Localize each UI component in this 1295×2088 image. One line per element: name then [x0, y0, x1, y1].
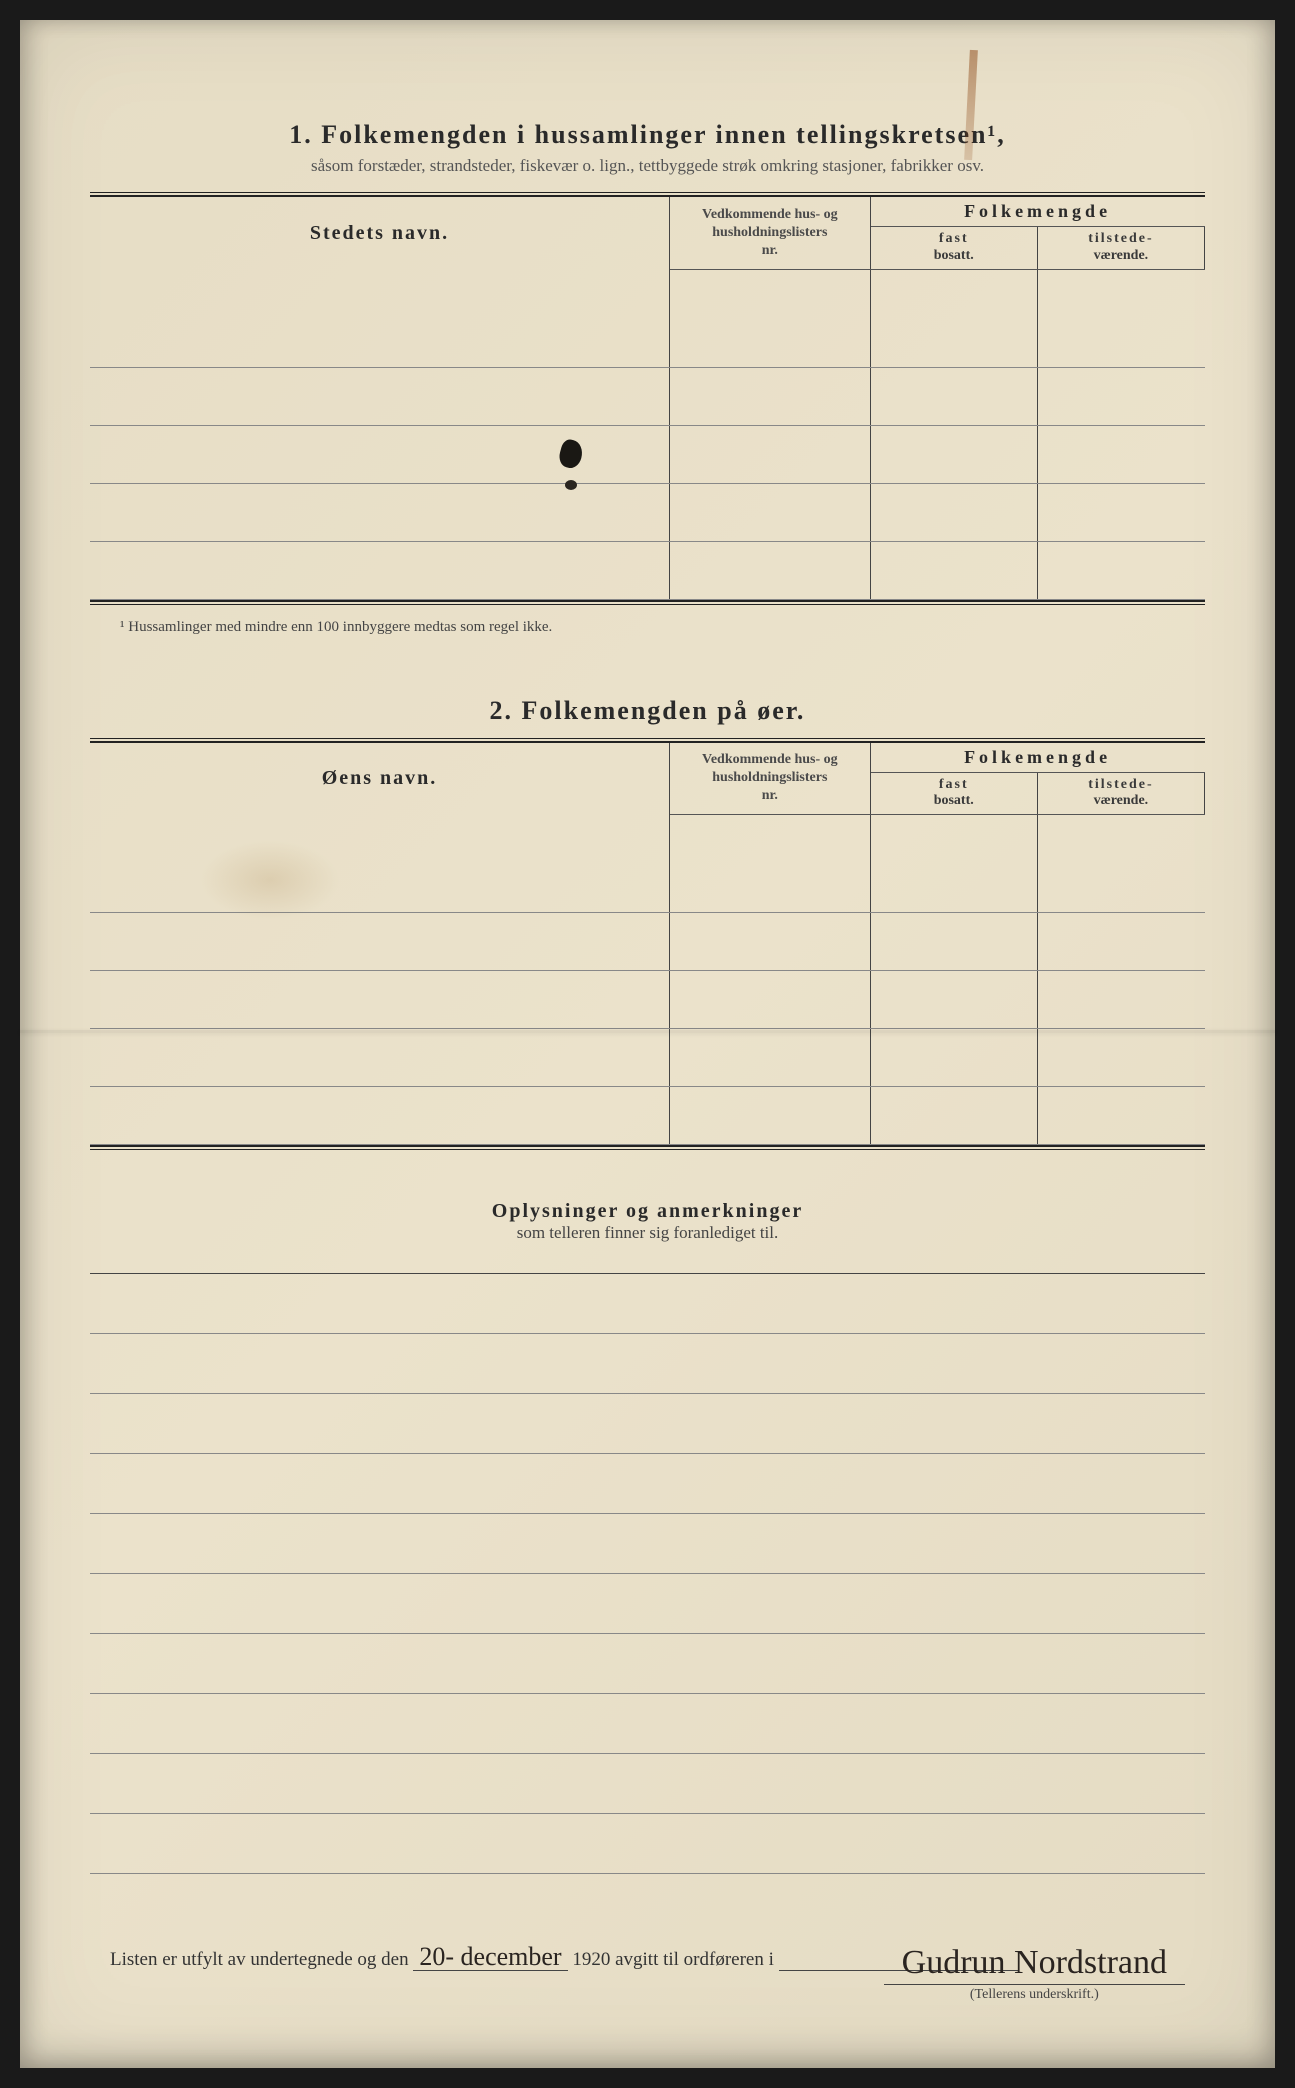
table-cell	[1037, 913, 1204, 971]
table-cell	[1037, 541, 1204, 599]
table-cell	[90, 815, 670, 913]
table-cell	[1037, 269, 1204, 367]
table-cell	[870, 541, 1037, 599]
col-header-tilstede: tilstede- værende.	[1037, 227, 1204, 270]
remark-line	[90, 1454, 1205, 1514]
table-cell	[670, 367, 871, 425]
paper-fold	[20, 1030, 1275, 1033]
table-row	[90, 913, 1205, 971]
table-cell	[870, 913, 1037, 971]
table-cell	[90, 269, 670, 367]
remark-line	[90, 1754, 1205, 1814]
table-cell	[1037, 1087, 1204, 1145]
remarks-area	[90, 1274, 1205, 1874]
table-cell	[670, 425, 871, 483]
section3-heading: Oplysninger og anmerkninger	[90, 1200, 1205, 1223]
section1-body	[90, 269, 1205, 599]
col-header-fast: fast bosatt.	[870, 227, 1037, 270]
table-cell	[90, 1087, 670, 1145]
table-cell	[670, 1087, 871, 1145]
table-cell	[670, 541, 871, 599]
signature-block: Gudrun Nordstrand (Tellerens underskrift…	[884, 1944, 1185, 2003]
table-cell	[670, 1029, 871, 1087]
table-cell	[90, 425, 670, 483]
table-cell	[1037, 425, 1204, 483]
remark-line	[90, 1694, 1205, 1754]
section1-title-text: Folkemengden i hussamlinger innen tellin…	[321, 120, 1006, 149]
table-row	[90, 483, 1205, 541]
signoff-year: 1920	[572, 1949, 610, 1970]
remark-line	[90, 1334, 1205, 1394]
col-header-folkemengde: Folkemengde	[870, 197, 1204, 227]
section3-subtitle: som telleren finner sig foranlediget til…	[90, 1223, 1205, 1243]
table-row	[90, 367, 1205, 425]
table-cell	[870, 1087, 1037, 1145]
table-cell	[1037, 367, 1204, 425]
table-cell	[870, 269, 1037, 367]
section1-heading: 1. Folkemengden i hussamlinger innen tel…	[90, 120, 1205, 150]
section2-heading: 2. Folkemengden på øer.	[90, 696, 1205, 726]
table-cell	[90, 1029, 670, 1087]
section2-number: 2.	[490, 696, 514, 725]
table-cell	[670, 483, 871, 541]
table-row	[90, 425, 1205, 483]
table-row	[90, 269, 1205, 367]
table-cell	[90, 541, 670, 599]
table-cell	[870, 425, 1037, 483]
remark-line	[90, 1574, 1205, 1634]
rule	[90, 1145, 1205, 1150]
table-cell	[1037, 483, 1204, 541]
section2-body	[90, 815, 1205, 1145]
table-cell	[870, 367, 1037, 425]
table-cell	[870, 815, 1037, 913]
remark-line	[90, 1394, 1205, 1454]
table-row	[90, 1029, 1205, 1087]
table-row	[90, 1087, 1205, 1145]
remark-line	[90, 1634, 1205, 1694]
table-cell	[90, 367, 670, 425]
table-row	[90, 815, 1205, 913]
table-cell	[90, 483, 670, 541]
table-row	[90, 541, 1205, 599]
table-cell	[670, 913, 871, 971]
census-form-page: 1. Folkemengden i hussamlinger innen tel…	[20, 20, 1275, 2068]
section1-number: 1.	[289, 120, 313, 149]
table-row	[90, 971, 1205, 1029]
col-header-fast: fast bosatt.	[870, 772, 1037, 815]
table-cell	[870, 971, 1037, 1029]
table-cell	[90, 913, 670, 971]
rule	[90, 600, 1205, 605]
handwritten-signature: Gudrun Nordstrand	[884, 1944, 1185, 1985]
col-header-tilstede: tilstede- værende.	[1037, 772, 1204, 815]
col-header-nr: Vedkommende hus- og husholdningslisters …	[670, 197, 871, 269]
section2-title-text: Folkemengden på øer.	[522, 696, 806, 725]
col-header-name: Øens navn.	[90, 743, 670, 815]
remark-line	[90, 1514, 1205, 1574]
table-cell	[670, 269, 871, 367]
section1-subtitle: såsom forstæder, strandsteder, fiskevær …	[90, 156, 1205, 176]
signature-label: (Tellerens underskrift.)	[884, 1987, 1185, 2003]
remark-line	[90, 1814, 1205, 1874]
table-cell	[1037, 1029, 1204, 1087]
table-cell	[870, 1029, 1037, 1087]
remark-line	[90, 1274, 1205, 1334]
table-cell	[90, 971, 670, 1029]
table-cell	[670, 815, 871, 913]
table-cell	[1037, 971, 1204, 1029]
table-cell	[870, 483, 1037, 541]
signoff-prefix: Listen er utfylt av undertegnede og den	[110, 1949, 409, 1970]
col-header-name: Stedets navn.	[90, 197, 670, 269]
signoff-mid: avgitt til ordføreren i	[615, 1949, 774, 1970]
handwritten-date: 20- december	[413, 1944, 567, 1971]
col-header-folkemengde: Folkemengde	[870, 743, 1204, 773]
section1-table: Stedets navn. Vedkommende hus- og hushol…	[90, 197, 1205, 600]
section2-table: Øens navn. Vedkommende hus- og husholdni…	[90, 743, 1205, 1146]
section1-footnote: ¹ Hussamlinger med mindre enn 100 innbyg…	[120, 619, 1205, 636]
table-cell	[1037, 815, 1204, 913]
col-header-nr: Vedkommende hus- og husholdningslisters …	[670, 743, 871, 815]
table-cell	[670, 971, 871, 1029]
